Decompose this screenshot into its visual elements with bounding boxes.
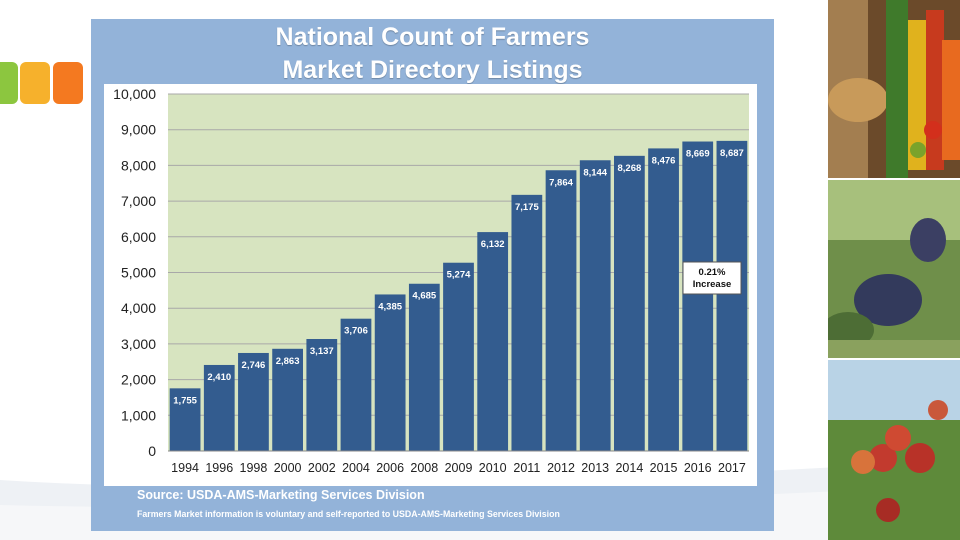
bar	[443, 262, 474, 451]
bar	[306, 339, 338, 451]
y-tick-label: 9,000	[121, 122, 156, 138]
x-tick-label: 2010	[479, 461, 507, 475]
vegetables-photo	[828, 0, 960, 178]
bar-value-label: 4,685	[412, 291, 436, 302]
y-tick-label: 7,000	[121, 193, 156, 209]
bar	[682, 141, 714, 451]
x-tick-label: 2006	[376, 461, 404, 475]
x-tick-label: 1994	[171, 461, 199, 475]
x-tick-label: 1998	[240, 461, 268, 475]
bar	[169, 388, 201, 451]
x-tick-label: 2014	[615, 461, 643, 475]
bar-value-label: 5,274	[447, 270, 471, 281]
y-tick-label: 3,000	[121, 336, 156, 352]
note-text: Farmers Market information is voluntary …	[137, 509, 560, 519]
x-tick-label: 2013	[581, 461, 609, 475]
bar-value-label: 8,268	[617, 163, 641, 174]
chart-title-line-1: National Count of Farmers	[275, 23, 590, 51]
x-tick-label: 2012	[547, 461, 575, 475]
bar-value-label: 7,864	[549, 177, 573, 188]
bar	[477, 232, 509, 451]
x-tick-label: 2004	[342, 461, 370, 475]
x-tick-label: 2016	[684, 461, 712, 475]
x-tick-label: 2011	[513, 461, 540, 475]
bar-value-label: 1,755	[173, 395, 197, 406]
bar	[545, 170, 577, 452]
chart-title-line-2: Market Directory Listings	[282, 56, 583, 84]
bar	[614, 155, 645, 451]
x-tick-label: 2008	[410, 461, 438, 475]
chart-title: National Count of Farmers Market Directo…	[91, 21, 774, 87]
y-tick-label: 10,000	[113, 86, 156, 102]
x-tick-label: 2002	[308, 461, 336, 475]
y-axis: 0 1,000 2,000 3,000 4,000 5,000 6,000 7,000 8,00…	[113, 86, 156, 459]
bar-value-label: 8,687	[720, 148, 744, 159]
x-tick-label: 2017	[718, 461, 746, 475]
bar	[238, 352, 269, 451]
bar-value-label: 3,137	[310, 346, 334, 357]
bar	[511, 194, 543, 452]
bar-value-label: 8,144	[583, 167, 607, 178]
annotation-text: 0.21%	[699, 267, 726, 278]
x-tick-label: 2000	[274, 461, 302, 475]
y-tick-label: 6,000	[121, 229, 156, 245]
yellow-square	[20, 62, 50, 104]
annotation-box	[682, 261, 742, 295]
bar	[374, 294, 406, 451]
y-tick-label: 5,000	[121, 265, 156, 281]
x-tick-label: 2015	[650, 461, 678, 475]
bar-value-label: 8,476	[652, 155, 676, 166]
bar-value-label: 2,863	[276, 356, 300, 367]
bar	[716, 140, 748, 452]
x-axis: 1994 1996 1998 2000 2002 2004 2006 2008 2009 2010…	[168, 450, 749, 475]
orange-square	[53, 62, 83, 104]
bar	[648, 148, 679, 451]
source-text: Source: USDA-AMS-Marketing Services Divi…	[137, 488, 425, 502]
bar-value-label: 2,746	[242, 360, 266, 371]
bar-value-label: 6,132	[481, 239, 505, 250]
grapes-photo	[828, 180, 960, 358]
bar	[203, 364, 235, 451]
bar-value-label: 8,669	[686, 149, 710, 160]
x-tick-label: 1996	[205, 461, 233, 475]
bar-value-label: 7,175	[515, 202, 539, 213]
produce-photos	[828, 0, 960, 540]
annotation-text: Increase	[693, 279, 732, 290]
y-tick-label: 0	[148, 443, 156, 459]
bar-value-label: 2,410	[207, 372, 231, 383]
bar	[408, 283, 440, 451]
y-tick-label: 8,000	[121, 157, 156, 173]
green-square	[0, 62, 18, 104]
bar-value-label: 4,385	[378, 301, 402, 312]
y-tick-label: 2,000	[121, 372, 156, 388]
y-tick-label: 4,000	[121, 300, 156, 316]
y-tick-label: 1,000	[121, 407, 156, 423]
x-tick-label: 2009	[445, 461, 473, 475]
bar	[340, 318, 372, 451]
bars: 1,755 2,410 2,746 2,863 3,137 3,706 4,385 4,685…	[169, 140, 748, 452]
bar-value-label: 3,706	[344, 326, 368, 337]
bar	[579, 160, 611, 451]
bar	[272, 348, 303, 451]
increase-annotation: 0.21%Increase	[682, 261, 742, 295]
apples-photo	[828, 360, 960, 540]
